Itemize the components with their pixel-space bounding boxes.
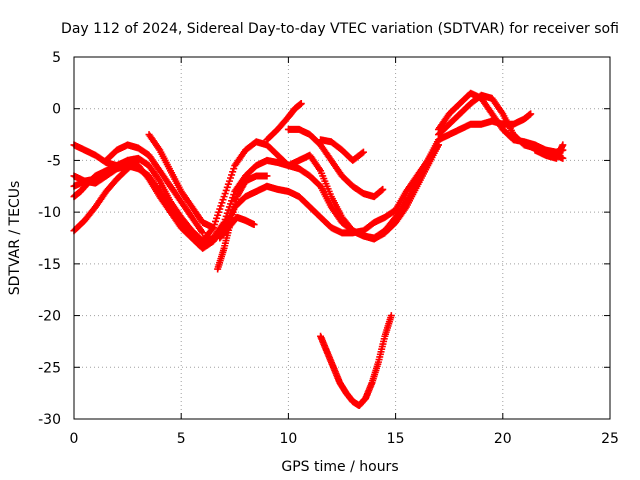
x-tick-label: 5: [177, 431, 186, 447]
y-tick-label: -10: [38, 205, 61, 221]
data-point: [559, 154, 567, 162]
y-tick-label: -25: [38, 360, 61, 376]
series-arc-7: [145, 131, 217, 232]
y-axis-label: SDTVAR / TECUs: [7, 181, 23, 296]
data-point: [250, 221, 258, 229]
x-tick-label: 25: [601, 431, 619, 447]
x-tick-label: 0: [70, 431, 79, 447]
data-point: [379, 185, 387, 193]
plot-frame: [73, 56, 611, 420]
data-point: [359, 148, 367, 156]
y-tick-label: -5: [47, 153, 61, 169]
y-tick-label: 0: [52, 102, 61, 118]
chart-title: Day 112 of 2024, Sidereal Day-to-day VTE…: [61, 21, 619, 37]
data-point: [209, 224, 217, 232]
y-tick-label: -20: [38, 309, 61, 325]
series-arc-10: [263, 100, 305, 144]
series-arc-13: [317, 312, 395, 410]
series-arc-11: [284, 125, 387, 201]
y-tick-label: -30: [38, 412, 61, 428]
x-tick-label: 20: [494, 431, 512, 447]
data-point: [387, 312, 395, 320]
data-point: [263, 172, 271, 180]
data-point: [358, 149, 366, 157]
series-arc-9: [214, 172, 271, 273]
data-point: [527, 110, 535, 118]
series-arc-17: [531, 141, 567, 162]
data-point: [134, 156, 142, 164]
x-axis-label: GPS time / hours: [281, 459, 398, 475]
data-layer: [70, 89, 567, 410]
y-tick-label: -15: [38, 257, 61, 273]
x-tick-label: 15: [387, 431, 405, 447]
data-point: [297, 100, 305, 108]
y-tick-label: 5: [52, 50, 61, 66]
series-arc-5: [70, 156, 142, 201]
data-point: [199, 229, 207, 237]
series-arc-6: [102, 141, 207, 237]
data-point: [559, 141, 567, 149]
series-arc-16: [434, 110, 535, 144]
tick-layer: 0 5 10 15 20 25 -30 -25 -20 -15 -10 -5 0 5: [38, 50, 619, 447]
x-tick-label: 10: [279, 431, 297, 447]
series-arc-12: [317, 136, 367, 164]
